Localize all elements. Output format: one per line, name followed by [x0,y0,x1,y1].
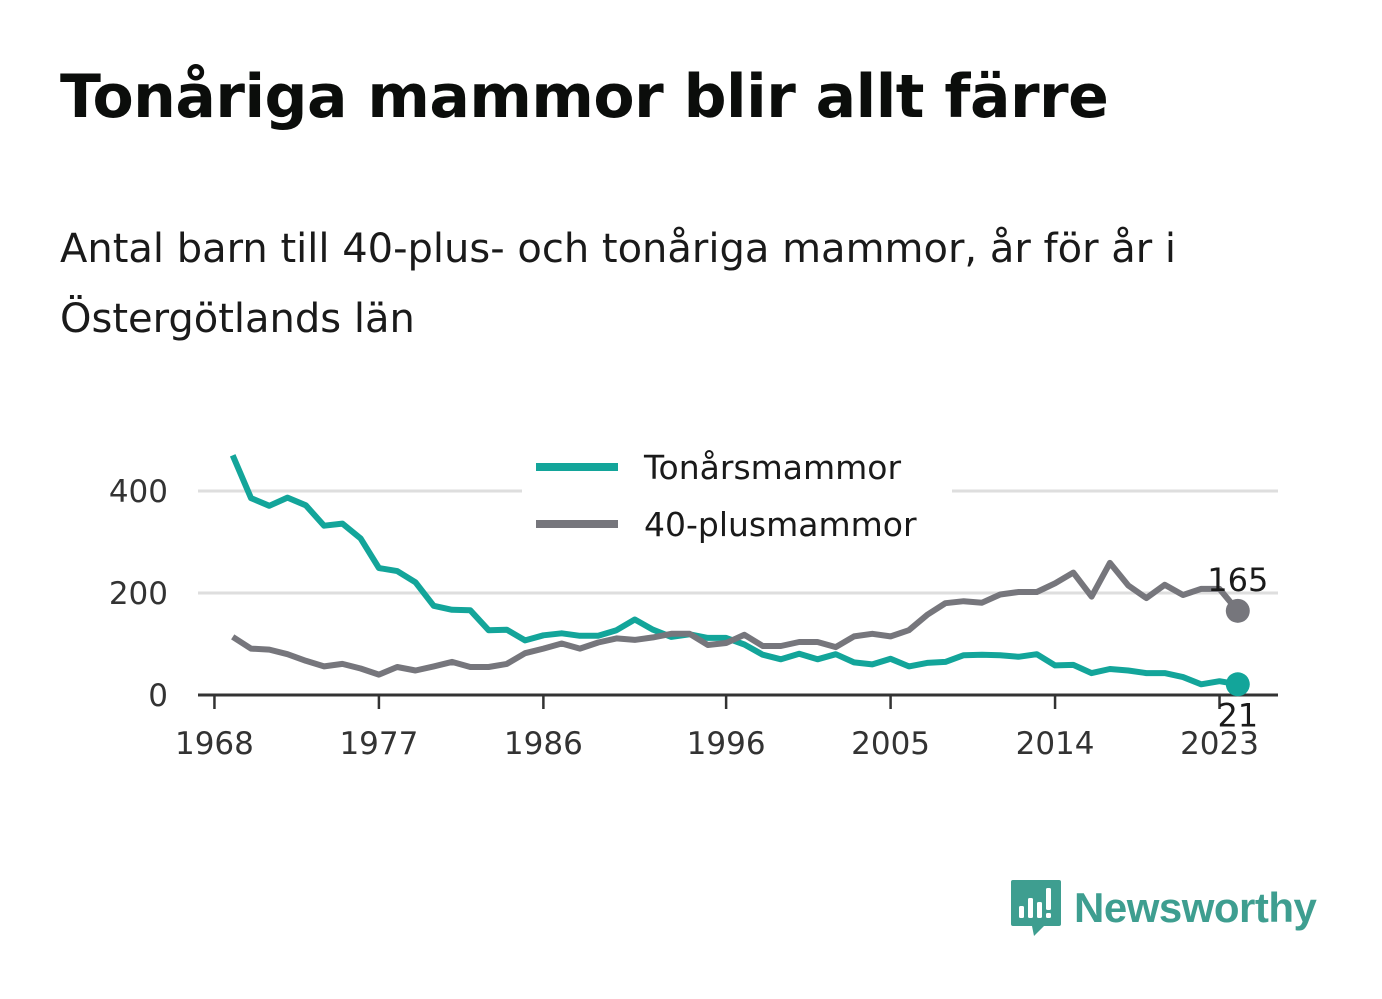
y-tick-label: 400 [109,474,168,510]
brand-name: Newsworthy [1074,884,1317,931]
legend-background [522,440,952,555]
series-line-40-plusmammor [231,559,1241,678]
x-tick-label: 1996 [687,726,766,762]
y-tick-label: 200 [109,576,168,612]
y-tick-label: 0 [148,678,168,714]
x-tick-label: 2014 [1016,726,1095,762]
x-tick-label: 2005 [851,726,930,762]
y-axis: 0 200 400 [109,474,168,714]
x-tick-label: 1968 [175,726,254,762]
bar-chart-speech-bubble-icon [1011,880,1061,936]
x-tick-label: 2023 [1180,726,1259,762]
x-axis: 1968 1977 1986 1996 2005 2014 2023 [175,693,1278,762]
chart-title: Tonåriga mammor blir allt färre [60,62,1109,132]
chart-subtitle: Antal barn till 40-plus- och tonåriga ma… [60,226,1177,342]
legend-label: 40-plusmammor [644,505,917,544]
legend: Tonårsmammor 40-plusmammor [522,440,952,555]
end-labels: 165 21 [1207,561,1268,734]
newsworthy-logo: Newsworthy [1010,878,1317,938]
end-value-label: 21 [1217,696,1258,734]
legend-label: Tonårsmammor [643,448,901,487]
series-lines [229,454,1241,688]
end-marker [1225,598,1250,623]
x-tick-label: 1986 [504,726,583,762]
x-tick-label: 1977 [339,726,418,762]
end-marker [1225,672,1250,697]
end-value-label: 165 [1207,561,1268,599]
